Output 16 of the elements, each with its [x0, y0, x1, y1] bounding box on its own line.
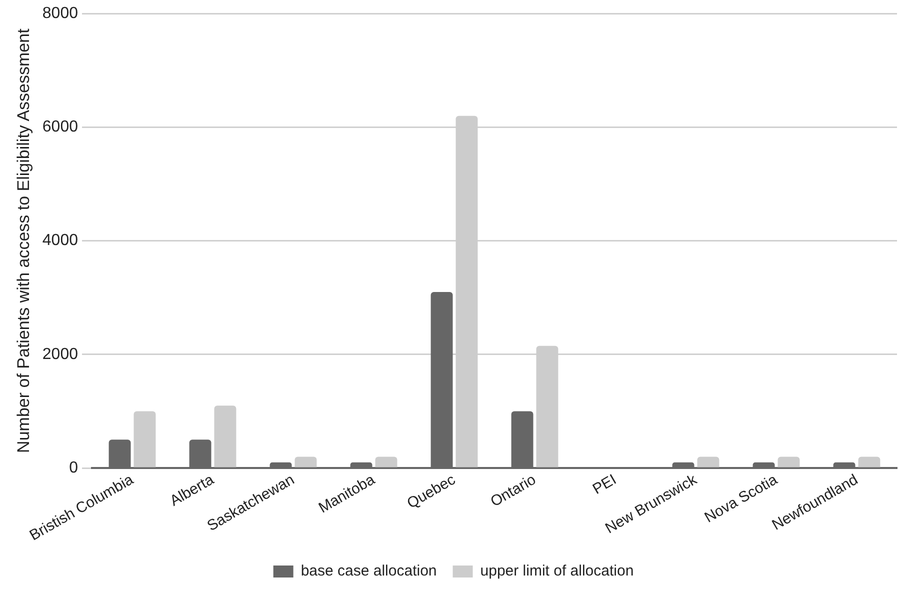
- bar: [778, 456, 800, 468]
- bar: [214, 406, 236, 468]
- y-tick-label: 4000: [42, 232, 78, 250]
- legend-label: upper limit of allocation: [480, 562, 634, 580]
- x-tick-label: PEI: [590, 471, 620, 498]
- legend-label: base case allocation: [300, 562, 437, 580]
- bar: [294, 456, 317, 468]
- y-axis-title: Number of Patients with access to Eligibility Assessment: [14, 28, 33, 453]
- bar: [697, 456, 720, 468]
- bar: [134, 411, 156, 468]
- y-tick-label: 6000: [42, 118, 78, 136]
- y-tick-label: 0: [69, 459, 78, 476]
- y-tick-label: 8000: [42, 5, 78, 22]
- y-tick-label: 2000: [42, 346, 78, 363]
- bar: [858, 456, 880, 468]
- bar: [375, 456, 398, 468]
